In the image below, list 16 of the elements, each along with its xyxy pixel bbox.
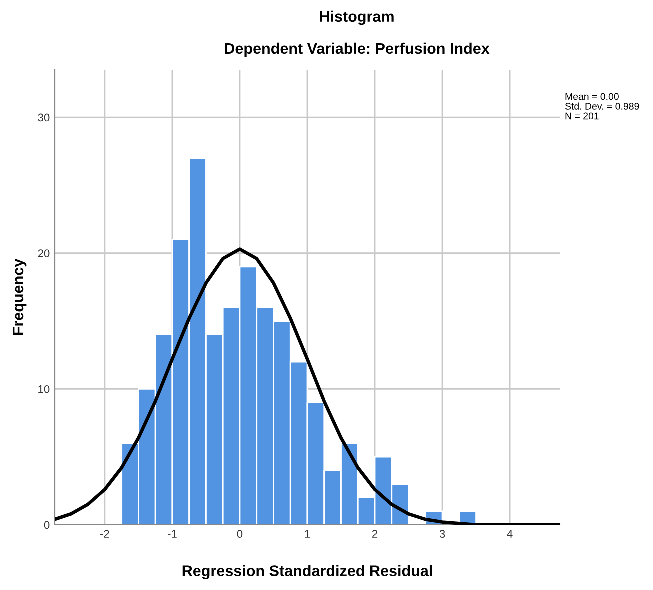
x-tick-label: -2: [100, 530, 110, 538]
x-tick-label: 3: [440, 530, 446, 538]
x-tick-label: 4: [507, 530, 513, 538]
text: Mean = 0.00 Std. Dev. = 0.989 N = 201: [565, 93, 640, 120]
x-tick-label: 2: [372, 530, 378, 538]
x-tick-label: 1: [305, 530, 310, 538]
chart-subtitle: Dependent Variable: Perfusion Index: [225, 42, 490, 58]
chart-title: Histogram: [320, 10, 394, 26]
y-axis-title: Frequency: [12, 258, 27, 336]
x-tick-label: 0: [237, 530, 243, 538]
y-tick-label: 0: [44, 521, 50, 530]
y-tick-label: 10: [38, 385, 50, 394]
x-axis-title: Regression Standardized Residual: [182, 565, 432, 580]
y-tick-label: 20: [38, 250, 50, 258]
y-tick-label: 30: [38, 114, 50, 122]
x-tick-label: -1: [168, 530, 177, 538]
